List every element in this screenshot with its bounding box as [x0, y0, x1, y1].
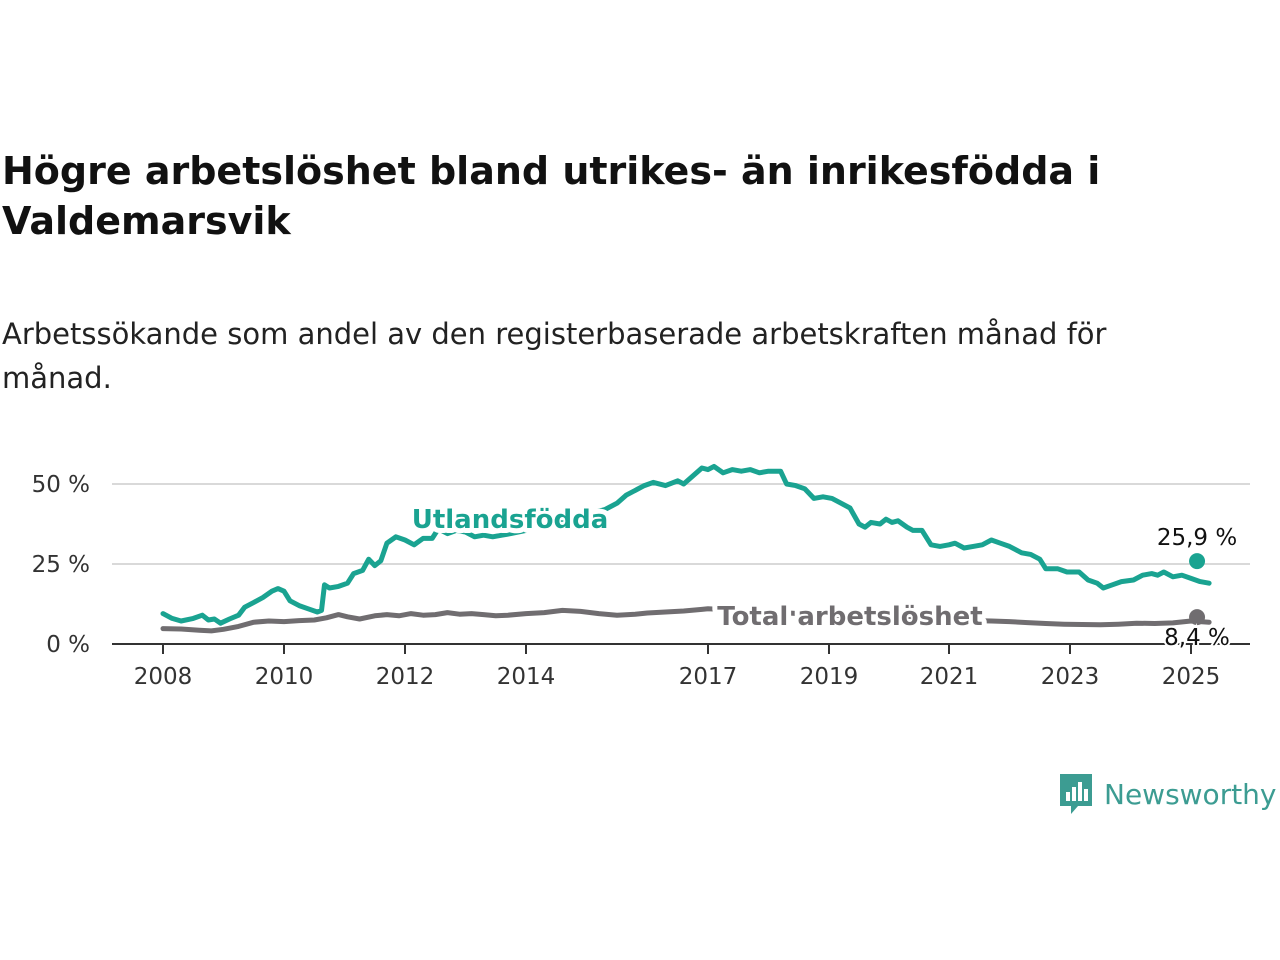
series-end-marker-1 — [1189, 609, 1206, 626]
chart-subtitle: Arbetssökande som andel av den registerb… — [2, 317, 1107, 395]
y-tick-label: 50 % — [32, 472, 90, 498]
x-tick-label: 2025 — [1162, 664, 1221, 690]
x-axis: 2008 2010 2012 2014 2017 2019 2021 2023 2025 — [112, 643, 1250, 690]
chart-title: Högre arbetslöshet bland utrikes- än inr… — [2, 149, 1101, 243]
series-end-label-0: 25,9 % — [1157, 525, 1237, 551]
y-tick-label: 25 % — [32, 552, 90, 578]
series-line-0 — [160, 463, 1212, 626]
x-tick-label: 2014 — [497, 664, 556, 690]
series-name-label-1: Total arbetslöshet — [717, 602, 982, 632]
x-tick-label: 2017 — [679, 664, 738, 690]
series-name-label-0: Utlandsfödda — [412, 505, 609, 535]
x-tick-label: 2019 — [800, 664, 859, 690]
y-axis-labels: 0 % 25 % 50 % — [32, 472, 90, 658]
newsworthy-logo: Newsworthy — [1058, 772, 1277, 816]
series-end-marker-0 — [1189, 553, 1206, 570]
brand-name: Newsworthy — [1104, 777, 1277, 811]
x-tick-label: 2010 — [255, 664, 314, 690]
x-tick-label: 2012 — [376, 664, 435, 690]
series-line-1 — [160, 606, 1212, 634]
x-tick-label: 2023 — [1041, 664, 1100, 690]
y-tick-label: 0 % — [46, 632, 90, 658]
line-chart: 0 % 25 % 50 % 2008 2010 2012 2014 2017 2019 2021… — [32, 463, 1250, 690]
series-end-label-1: 8,4 % — [1164, 625, 1230, 651]
x-tick-label: 2021 — [920, 664, 979, 690]
series-lines — [160, 463, 1212, 634]
x-tick-label: 2008 — [134, 664, 193, 690]
series-labels: 25,9 % 8,4 % Utlandsfödda Total arbetslöshe… — [407, 500, 1238, 653]
gridlines — [112, 483, 1250, 565]
bar-chart-speech-bubble-icon — [1060, 774, 1092, 814]
